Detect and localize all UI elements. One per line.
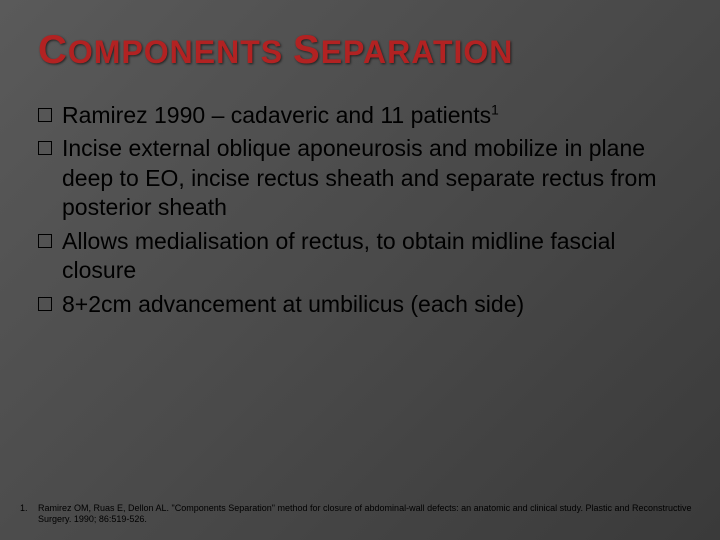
square-bullet-icon	[38, 141, 52, 155]
bullet-text: Allows medialisation of rectus, to obtai…	[62, 227, 682, 286]
square-bullet-icon	[38, 297, 52, 311]
slide-title: COMPONENTS SEPARATION	[38, 28, 682, 73]
slide-container: COMPONENTS SEPARATION Ramirez 1990 – cad…	[0, 0, 720, 540]
title-cap-2: S	[293, 28, 321, 72]
footnote-text: Ramirez OM, Ruas E, Dellon AL. "Componen…	[38, 503, 700, 526]
square-bullet-icon	[38, 108, 52, 122]
footnote-item: 1. Ramirez OM, Ruas E, Dellon AL. "Compo…	[20, 503, 700, 526]
list-item: Incise external oblique aponeurosis and …	[38, 134, 682, 222]
bullet-text-content: Ramirez 1990 – cadaveric and 11 patients	[62, 102, 491, 128]
list-item: Ramirez 1990 – cadaveric and 11 patients…	[38, 101, 682, 130]
bullet-text: 8+2cm advancement at umbilicus (each sid…	[62, 290, 682, 319]
bullet-text: Incise external oblique aponeurosis and …	[62, 134, 682, 222]
slide-body: Ramirez 1990 – cadaveric and 11 patients…	[38, 101, 682, 319]
title-word-1: OMPONENTS	[68, 34, 283, 70]
bullet-text: Ramirez 1990 – cadaveric and 11 patients…	[62, 101, 682, 130]
list-item: 8+2cm advancement at umbilicus (each sid…	[38, 290, 682, 319]
square-bullet-icon	[38, 234, 52, 248]
title-cap-1: C	[38, 28, 68, 72]
list-item: Allows medialisation of rectus, to obtai…	[38, 227, 682, 286]
footnotes: 1. Ramirez OM, Ruas E, Dellon AL. "Compo…	[20, 503, 700, 526]
bullet-superscript: 1	[491, 102, 499, 117]
footnote-number: 1.	[20, 503, 38, 526]
title-word-2: EPARATION	[321, 34, 514, 70]
